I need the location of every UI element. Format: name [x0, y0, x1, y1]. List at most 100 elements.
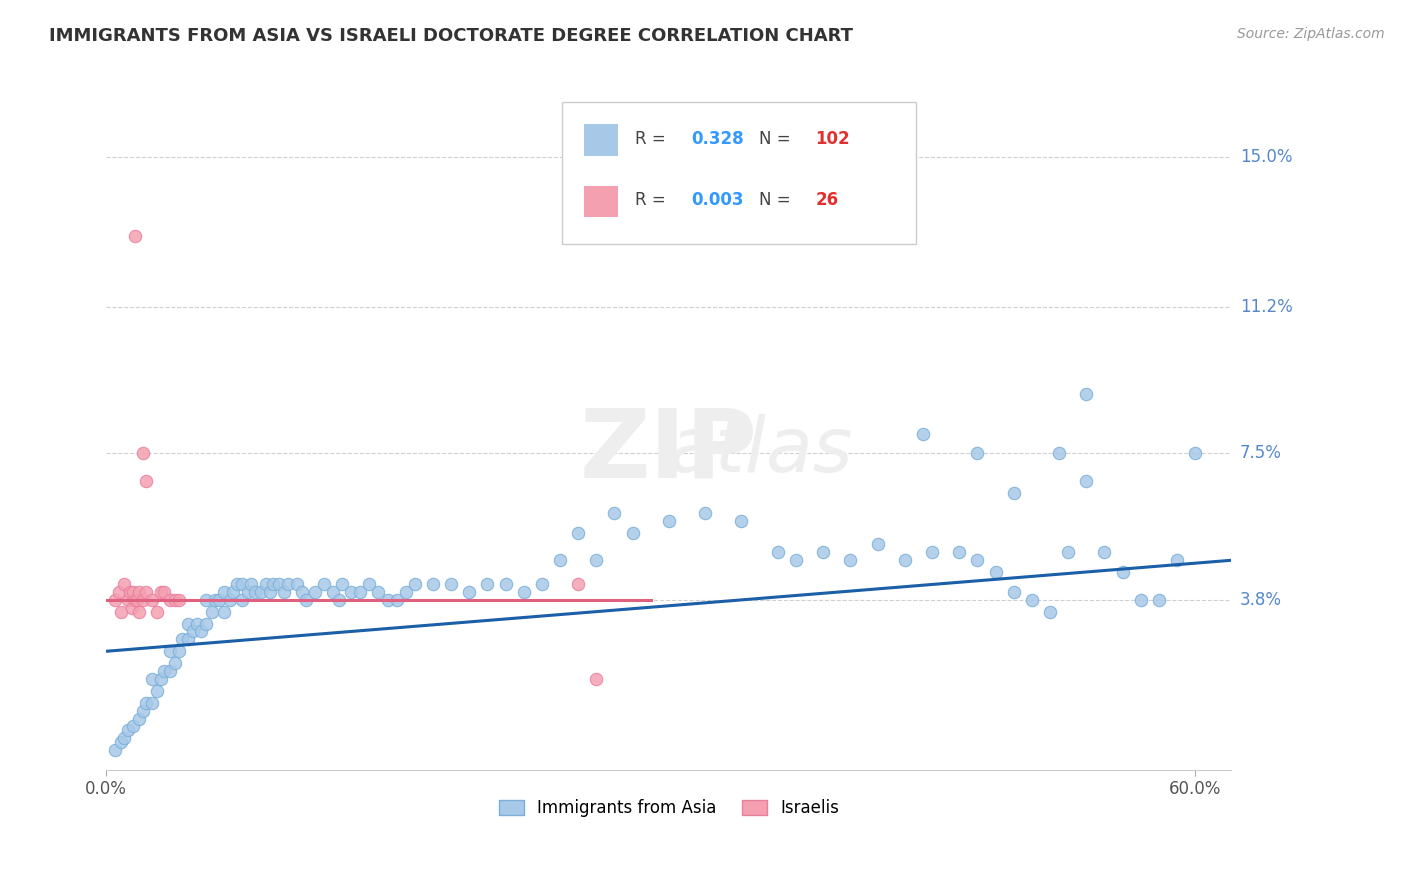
Point — [231, 577, 253, 591]
Point — [585, 553, 607, 567]
Point — [135, 585, 157, 599]
Point — [495, 577, 517, 591]
Point — [567, 525, 589, 540]
Point — [766, 545, 789, 559]
Point — [108, 585, 131, 599]
Point — [548, 553, 571, 567]
Point — [422, 577, 444, 591]
Point — [1002, 486, 1025, 500]
Point — [359, 577, 381, 591]
Point — [894, 553, 917, 567]
Point — [141, 672, 163, 686]
Text: 26: 26 — [815, 192, 838, 210]
Point — [395, 585, 418, 599]
Point — [512, 585, 534, 599]
Point — [1129, 592, 1152, 607]
Point — [231, 592, 253, 607]
Point — [104, 592, 127, 607]
Point — [135, 696, 157, 710]
Point — [146, 605, 169, 619]
Point — [1166, 553, 1188, 567]
Text: 102: 102 — [815, 130, 849, 148]
Point — [159, 664, 181, 678]
Point — [141, 696, 163, 710]
Point — [112, 577, 135, 591]
Point — [121, 600, 143, 615]
Point — [262, 577, 284, 591]
Point — [128, 605, 150, 619]
Point — [218, 592, 240, 607]
Point — [110, 605, 132, 619]
Point — [149, 585, 172, 599]
Point — [385, 592, 408, 607]
Point — [349, 585, 371, 599]
Point — [141, 592, 163, 607]
Point — [186, 616, 208, 631]
Point — [530, 577, 553, 591]
Text: R =: R = — [636, 130, 671, 148]
Point — [585, 672, 607, 686]
Point — [1184, 446, 1206, 460]
Point — [122, 719, 145, 733]
Point — [1094, 545, 1116, 559]
Point — [440, 577, 463, 591]
Point — [124, 592, 146, 607]
Point — [377, 592, 399, 607]
Point — [112, 731, 135, 746]
Point — [1021, 592, 1043, 607]
Point — [128, 585, 150, 599]
Point — [131, 704, 153, 718]
Text: 3.8%: 3.8% — [1240, 591, 1282, 609]
Text: 0.003: 0.003 — [692, 192, 744, 210]
Point — [730, 514, 752, 528]
Point — [127, 592, 149, 607]
Point — [131, 446, 153, 460]
Point — [165, 656, 187, 670]
Point — [122, 585, 145, 599]
Point — [254, 577, 277, 591]
Point — [304, 585, 326, 599]
Point — [117, 592, 139, 607]
Point — [177, 616, 200, 631]
Point — [177, 632, 200, 647]
Point — [190, 624, 212, 639]
Point — [658, 514, 681, 528]
Point — [1039, 605, 1062, 619]
Point — [984, 565, 1007, 579]
FancyBboxPatch shape — [585, 124, 619, 155]
Point — [866, 537, 889, 551]
Point — [404, 577, 426, 591]
Point — [124, 228, 146, 243]
Point — [212, 605, 235, 619]
Point — [330, 577, 353, 591]
Point — [785, 553, 807, 567]
Point — [204, 592, 226, 607]
Point — [195, 592, 218, 607]
Point — [267, 577, 290, 591]
Point — [1111, 565, 1133, 579]
Text: 7.5%: 7.5% — [1240, 444, 1282, 462]
Text: Source: ZipAtlas.com: Source: ZipAtlas.com — [1237, 27, 1385, 41]
Point — [118, 585, 141, 599]
Point — [259, 585, 281, 599]
Point — [167, 644, 190, 658]
Point — [1076, 387, 1098, 401]
Point — [110, 735, 132, 749]
Point — [240, 577, 263, 591]
Point — [285, 577, 308, 591]
Point — [966, 553, 988, 567]
Point — [966, 446, 988, 460]
Point — [159, 644, 181, 658]
Text: N =: N = — [759, 192, 796, 210]
Point — [131, 592, 153, 607]
Point — [1147, 592, 1170, 607]
Point — [603, 506, 626, 520]
Point — [117, 723, 139, 738]
Point — [340, 585, 363, 599]
Point — [200, 605, 222, 619]
Point — [167, 592, 190, 607]
Point — [367, 585, 389, 599]
Point — [273, 585, 295, 599]
Point — [621, 525, 644, 540]
Point — [1002, 585, 1025, 599]
